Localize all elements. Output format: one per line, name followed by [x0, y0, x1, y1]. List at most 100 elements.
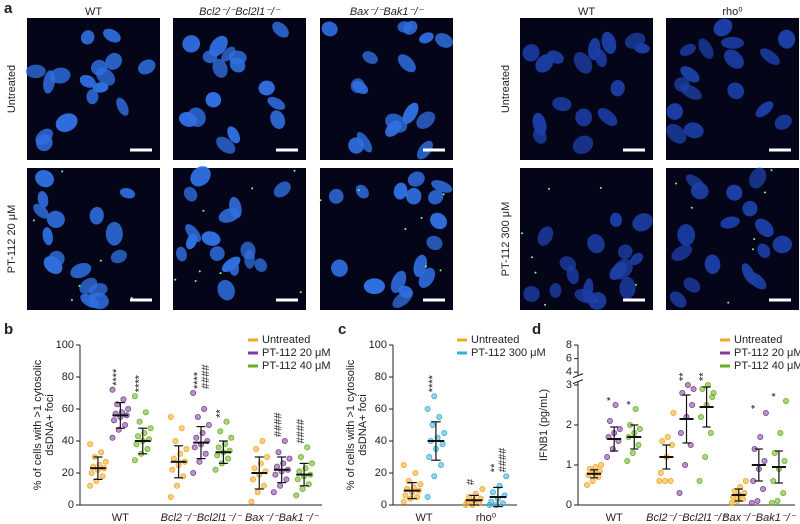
data-point	[677, 429, 684, 436]
data-point	[122, 421, 129, 428]
x-tick-label: Bcl2⁻/⁻Bcl2l1⁻/⁻	[646, 512, 728, 524]
data-point	[178, 425, 185, 432]
nucleus	[428, 189, 444, 205]
significance-label: ****	[192, 371, 204, 389]
nucleus	[79, 74, 96, 88]
axis-break	[572, 375, 584, 382]
nucleus	[774, 114, 792, 130]
significance-label: **	[489, 463, 501, 472]
foci	[194, 280, 197, 283]
nucleus	[25, 64, 46, 79]
data-point	[606, 417, 613, 424]
significance-label: *	[605, 396, 617, 401]
nucleus	[426, 235, 443, 251]
foci	[521, 232, 524, 235]
data-point	[684, 381, 691, 388]
foci	[690, 206, 693, 209]
data-point	[125, 405, 132, 412]
nucleus	[356, 132, 373, 153]
legend-label: PT-112 300 μM	[471, 347, 546, 359]
column-label: Bcl2⁻/⁻Bcl2l1⁻/⁻	[199, 6, 281, 18]
nucleus	[435, 33, 453, 48]
nucleus	[677, 224, 696, 246]
data-point	[111, 417, 118, 424]
data-point	[439, 441, 446, 448]
data-point	[499, 500, 506, 507]
foci	[198, 270, 201, 273]
column-label: WT	[85, 6, 102, 18]
nucleus	[547, 50, 564, 64]
y-tick-label: 6	[566, 353, 572, 365]
nucleus	[212, 58, 228, 78]
data-point	[417, 481, 424, 488]
foci	[219, 272, 222, 275]
row-label: Untreated	[6, 65, 18, 113]
data-point	[283, 476, 290, 483]
data-point	[135, 433, 142, 440]
nucleus	[240, 241, 256, 260]
y-tick-label: 40	[375, 435, 387, 447]
foci	[299, 291, 302, 294]
data-point	[270, 489, 277, 496]
y-tick-label: 80	[375, 371, 387, 383]
foci	[99, 259, 102, 262]
data-point	[635, 441, 642, 448]
nucleus	[757, 243, 771, 258]
column-label: Bax⁻/⁻Bak1⁻/⁻	[350, 6, 425, 18]
data-point	[193, 434, 200, 441]
legend-label: Untreated	[471, 334, 519, 346]
nucleus	[80, 293, 99, 308]
data-point	[657, 469, 664, 476]
significance-label: ####	[200, 364, 212, 389]
data-point	[136, 418, 143, 425]
row-label: Untreated	[500, 65, 512, 113]
nucleus	[609, 212, 622, 227]
data-point	[275, 449, 282, 456]
nucleus	[105, 52, 122, 70]
panel-label: b	[4, 321, 13, 338]
y-tick-label: 2	[566, 419, 572, 431]
y-tick-label: 1	[566, 459, 572, 471]
nucleus	[742, 200, 758, 217]
data-point	[304, 444, 311, 451]
nucleus	[755, 101, 774, 118]
foci	[174, 278, 177, 281]
data-point	[781, 457, 788, 464]
data-point	[437, 461, 444, 468]
foci	[293, 169, 296, 172]
data-point	[616, 425, 623, 432]
nucleus	[221, 46, 236, 62]
data-point	[770, 477, 777, 484]
nucleus	[617, 244, 633, 259]
data-point	[629, 449, 636, 456]
data-point	[98, 449, 105, 456]
nucleus	[666, 103, 684, 120]
data-point	[102, 458, 109, 465]
nucleus	[713, 18, 733, 37]
data-point	[212, 466, 219, 473]
nucleus	[116, 97, 129, 116]
data-point	[194, 413, 201, 420]
nucleus	[402, 102, 419, 125]
nucleus	[35, 170, 55, 188]
nucleus	[671, 244, 693, 261]
nucleus	[42, 227, 53, 246]
y-tick-label: 3	[566, 379, 572, 391]
nucleus	[70, 262, 92, 279]
column-label: rho⁰	[722, 6, 743, 18]
legend-label: PT-112 40 μM	[262, 360, 331, 372]
nucleus	[721, 36, 745, 49]
data-point	[214, 452, 221, 459]
data-point	[679, 389, 686, 396]
data-point	[774, 497, 781, 504]
y-tick-label: 0	[68, 499, 74, 511]
foci	[675, 182, 678, 185]
data-point	[632, 405, 639, 412]
foci	[599, 186, 602, 189]
nucleus	[575, 108, 593, 127]
significance-label: #	[465, 478, 477, 485]
foci	[752, 248, 755, 251]
data-point	[782, 397, 789, 404]
data-point	[624, 457, 631, 464]
nucleus	[270, 110, 286, 129]
